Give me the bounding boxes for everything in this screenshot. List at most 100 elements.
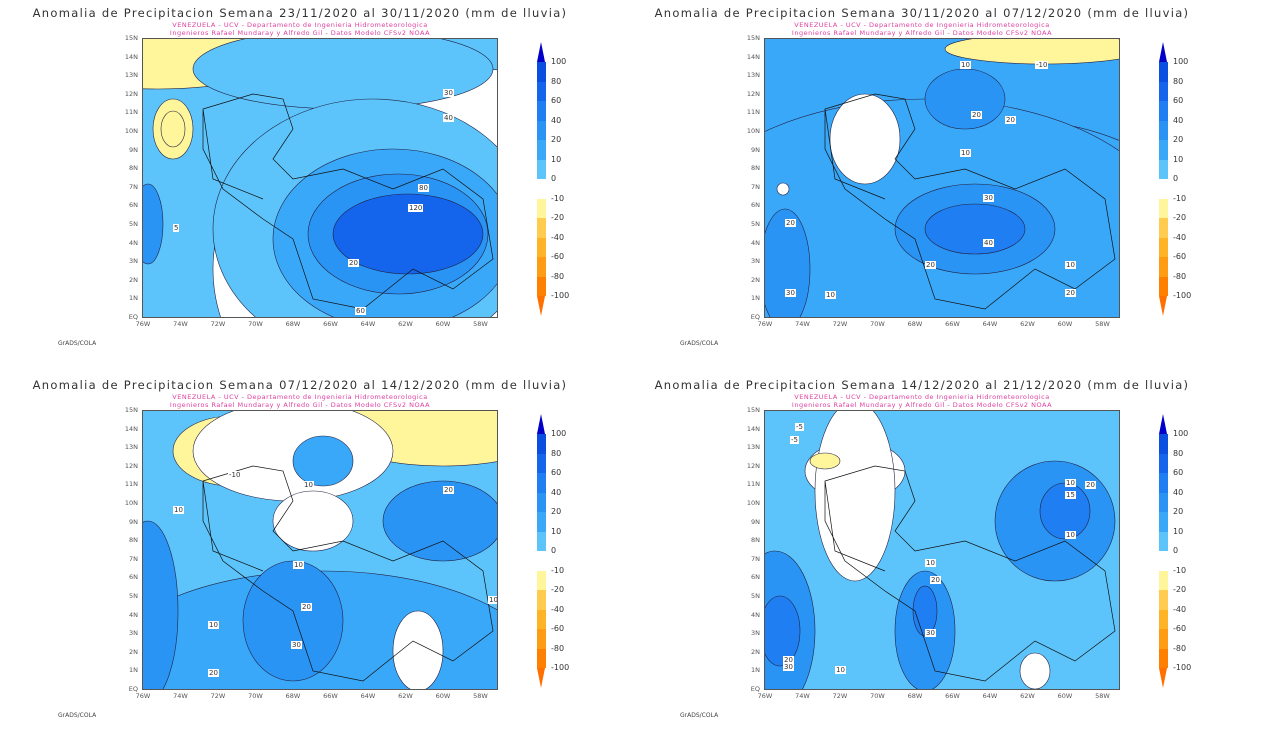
map-panel-3: Anomalia de Precipitacion Semana 07/12/2… [0, 372, 622, 744]
colorbar-label: 10 [1173, 154, 1184, 164]
contour-label: 30 [983, 194, 994, 202]
colorbar-label: 100 [551, 429, 567, 438]
colorbar-arrow-top [537, 414, 545, 434]
colorbar-segment [537, 218, 546, 238]
colorbar-label: -100 [1173, 291, 1192, 300]
anomaly-region [143, 520, 179, 689]
map-plot-area: 30 40 80 120 20 60 5 [142, 38, 498, 318]
colorbar-label: -40 [1173, 604, 1187, 614]
anomaly-region [143, 183, 164, 265]
contour-label: 30 [783, 663, 794, 671]
map-panel-1: Anomalia de Precipitacion Semana 23/11/2… [0, 0, 622, 372]
anomaly-region [776, 182, 790, 196]
latitude-tick: 6N [129, 201, 138, 210]
colorbar-segment [537, 609, 546, 629]
colorbar-label: -20 [551, 213, 565, 222]
longitude-tick: 66W [945, 320, 960, 328]
panel-subtitle-1: VENEZUELA - UCV - Departamento de Ingeni… [172, 21, 428, 29]
colorbar-label: -100 [551, 663, 570, 672]
colorbar-label: 20 [551, 507, 562, 516]
colorbar-label: 100 [1173, 57, 1189, 66]
panel-subtitle-1: VENEZUELA - UCV - Departamento de Ingeni… [172, 393, 428, 401]
contour-label: 10 [960, 61, 971, 69]
longitude-tick: 64W [982, 692, 998, 700]
colorbar-segment [1159, 629, 1168, 649]
longitude-tick: 62W [398, 692, 413, 700]
latitude-tick: EQ [128, 313, 138, 321]
longitude-tick: 72W [210, 320, 226, 328]
latitude-tick: 5N [751, 592, 760, 600]
longitude-tick: 68W [285, 692, 301, 700]
latitude-tick: 9N [751, 517, 760, 526]
latitude-tick: 11N [746, 108, 760, 117]
credit-label: GrADS/COLA [680, 340, 719, 347]
colorbar-segment [1159, 237, 1168, 257]
colorbar-segment [1159, 179, 1168, 199]
contour-label: 60 [355, 307, 366, 315]
colorbar-segment [537, 590, 546, 610]
colorbar-label: 0 [551, 174, 557, 183]
latitude-tick: 4N [129, 238, 138, 247]
longitude-tick: 58W [1095, 320, 1110, 328]
longitude-tick: 74W [173, 320, 188, 328]
colorbar-label: 60 [551, 468, 562, 477]
colorbar-label: 60 [1173, 96, 1184, 105]
contour-label: 20 [783, 656, 794, 664]
latitude-tick: 9N [129, 145, 138, 154]
anomaly-region [765, 595, 801, 667]
colorbar-label: -20 [1173, 213, 1187, 222]
colorbar-label: -10 [1173, 565, 1187, 575]
colorbar-label: 20 [1173, 507, 1184, 516]
longitude-tick: 60W [1057, 692, 1073, 700]
contour-label: 20 [925, 261, 936, 269]
longitude-tick: 76W [757, 692, 773, 700]
anomaly-region [242, 560, 344, 682]
latitude-tick: 7N [751, 554, 760, 563]
colorbar-segment [1159, 590, 1168, 610]
colorbar-segment [537, 434, 546, 454]
anomaly-region [765, 208, 811, 317]
longitude-tick: 72W [210, 692, 226, 700]
colorbar-label: 80 [551, 448, 562, 458]
latitude-tick: 9N [129, 517, 138, 526]
colorbar-segment [537, 120, 546, 140]
longitude-tick: 64W [982, 320, 998, 328]
latitude-tick: 10N [124, 127, 138, 135]
contour-label: 20 [348, 259, 359, 267]
anomaly-region [332, 193, 484, 275]
latitude-tick: 13N [124, 71, 138, 80]
anomaly-region [924, 203, 1026, 255]
contour-label: 20 [1065, 289, 1076, 297]
latitude-tick: 2N [129, 275, 138, 284]
colorbar-arrow-top [537, 42, 545, 62]
latitude-tick: 2N [751, 647, 760, 656]
longitude-tick: 74W [795, 320, 810, 328]
latitude-tick: 11N [124, 480, 138, 489]
country-borders [202, 93, 494, 310]
contour-label: -10 [1035, 61, 1049, 69]
latitude-tick: EQ [750, 313, 760, 321]
latitude-tick: 3N [751, 257, 760, 266]
credit-label: GrADS/COLA [58, 712, 97, 719]
colorbar-label: -20 [551, 585, 565, 594]
contour-label: 30 [785, 289, 796, 297]
latitude-tick: EQ [128, 685, 138, 693]
longitude-tick: 74W [795, 692, 810, 700]
colorbar-segment [537, 492, 546, 512]
colorbar-segment [1159, 62, 1168, 82]
contour-label: 20 [301, 603, 312, 611]
contour-label: 40 [443, 114, 454, 122]
anomaly-region [192, 411, 394, 502]
colorbar-segment [537, 62, 546, 82]
longitude-tick: 66W [945, 692, 960, 700]
colorbar-label: -10 [551, 565, 565, 575]
anomaly-region [160, 110, 186, 148]
anomaly-region [809, 452, 841, 470]
credit-label: GrADS/COLA [58, 340, 97, 347]
latitude-tick: 13N [746, 443, 760, 452]
colorbar-label: -60 [551, 624, 565, 633]
longitude-tick: 72W [832, 692, 848, 700]
colorbar-label: 20 [551, 135, 562, 144]
longitude-tick: 62W [1020, 692, 1035, 700]
contour-label: 10 [208, 621, 219, 629]
